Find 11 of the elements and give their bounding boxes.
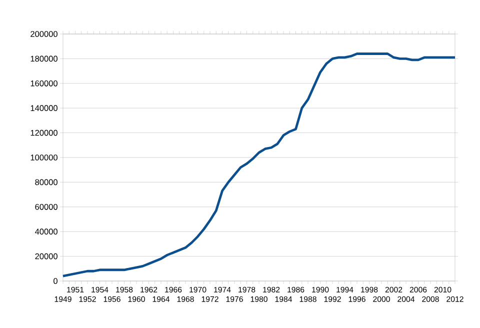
y-tick-label: 180000: [30, 56, 58, 62]
y-tick-label: 20000: [35, 253, 58, 260]
y-tick-label: 100000: [30, 154, 58, 160]
y-tick-label: 40000: [35, 228, 58, 235]
y-tick-label: 60000: [35, 204, 58, 210]
y-tick-label: 140000: [30, 105, 58, 112]
y-tick-label: 120000: [30, 130, 58, 136]
y-tick-label: 160000: [30, 80, 58, 86]
y-tick-label: 80000: [35, 179, 58, 186]
y-tick-label: 0: [54, 278, 58, 284]
y-tick-label: 200000: [30, 31, 58, 37]
